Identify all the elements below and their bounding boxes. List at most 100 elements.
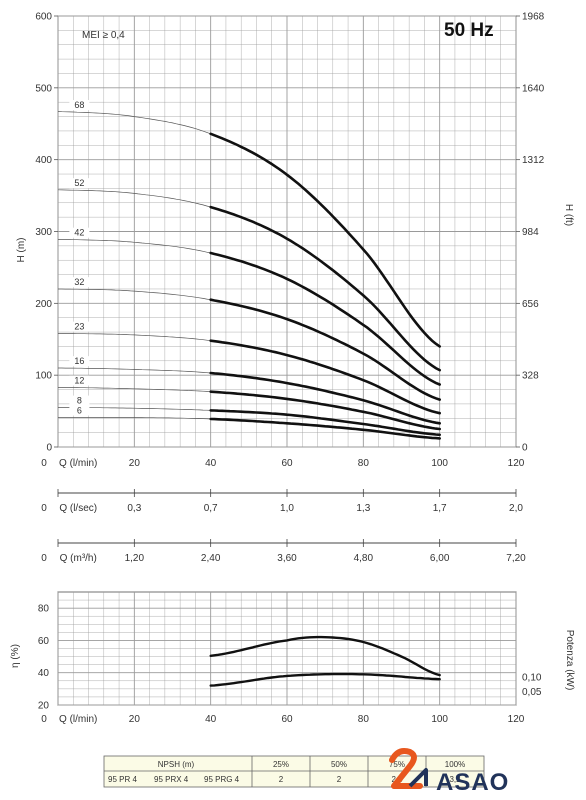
head-curve-thin-42 <box>57 239 211 254</box>
power-y-tick: 0,10 <box>522 672 542 683</box>
eff-x-tick: 100 <box>431 714 448 725</box>
npsh-col-50: 50% <box>331 760 347 769</box>
efficiency-curve <box>209 635 441 677</box>
x-tick: 80 <box>358 458 370 469</box>
head-curve-52 <box>209 205 441 372</box>
x-tick: 1,7 <box>433 503 447 514</box>
x-tick: 7,20 <box>506 553 526 564</box>
x-tick: 0 <box>41 458 47 469</box>
npsh-model-2: 95 PRX 4 <box>154 775 189 784</box>
eff-x-tick: 60 <box>281 714 293 725</box>
eff-x-tick: 40 <box>205 714 217 725</box>
flow-axes: 0 20 40 60 80 100 120 Q (l/min) 0 0,3 0,7 1,0 1,3 1,7… <box>41 458 526 564</box>
y-axis-label-right: H (ft) <box>563 204 574 226</box>
model-label-42: 42 <box>74 228 84 238</box>
model-label-bg <box>69 356 90 367</box>
head-curves <box>57 111 441 440</box>
head-chart-ticks: 0100200300400500600032865698413121640196… <box>35 12 544 454</box>
x-axis-label: Q (l/min) <box>59 458 97 469</box>
head-curve-8 <box>209 409 441 437</box>
model-label-bg <box>69 395 90 406</box>
model-label-bg <box>69 375 90 386</box>
x-tick: 1,3 <box>356 503 370 514</box>
model-label-12: 12 <box>74 376 84 386</box>
head-curve-thin-52 <box>57 189 211 208</box>
logo-mark-icon <box>389 748 428 789</box>
x-tick: 1,20 <box>125 553 145 564</box>
model-label-68: 68 <box>74 100 84 110</box>
model-label-16: 16 <box>74 356 84 366</box>
x-tick: 2,40 <box>201 553 221 564</box>
head-curve-6 <box>209 417 441 440</box>
efficiency-ticks: 20 40 60 80 0,05 0,10 0 20 40 60 80 100 120 Q (l/min) <box>38 604 542 725</box>
eff-x-tick: 120 <box>508 714 525 725</box>
x-tick: 1,0 <box>280 503 294 514</box>
x-tick: 60 <box>281 458 293 469</box>
npsh-col-75: 75% <box>389 760 405 769</box>
head-curve-23 <box>209 339 441 415</box>
eff-x-tick: 80 <box>358 714 370 725</box>
head-curve-12 <box>209 390 441 431</box>
x-tick: 6,00 <box>430 553 450 564</box>
head-curve-thin-68 <box>57 111 211 135</box>
x-tick: 0 <box>41 553 47 564</box>
model-label-bg <box>69 100 90 111</box>
model-label-52: 52 <box>74 178 84 188</box>
x-axis-label: Q (l/sec) <box>59 503 97 514</box>
y-tick-right: 984 <box>522 227 539 238</box>
model-label-bg <box>69 277 90 288</box>
npsh-value-50: 2 <box>337 775 342 784</box>
model-label-bg <box>69 227 90 238</box>
x-tick: 0,7 <box>204 503 218 514</box>
npsh-model-3: 95 PRG 4 <box>204 775 240 784</box>
power-curve <box>209 672 441 687</box>
eff-x-tick: 0 <box>41 714 47 725</box>
model-label-bg <box>69 321 90 332</box>
head-curve-42 <box>209 251 441 386</box>
npsh-col-25: 25% <box>273 760 289 769</box>
x-tick: 40 <box>205 458 217 469</box>
efficiency-curves <box>209 635 441 687</box>
eff-y-tick: 60 <box>38 636 50 647</box>
power-y-tick: 0,05 <box>522 687 542 698</box>
eff-y-tick: 20 <box>38 701 50 712</box>
head-curve-thin-6 <box>58 417 211 420</box>
head-curve-thin-23 <box>58 333 211 342</box>
model-labels: 68 52 42 32 23 16 12 86 <box>69 100 90 416</box>
y-tick-left: 200 <box>35 299 52 310</box>
y-tick-right: 1312 <box>522 155 545 166</box>
model-label-bg <box>69 178 90 189</box>
head-chart-grid <box>57 15 517 448</box>
x-tick: 3,60 <box>277 553 297 564</box>
frequency-label: 50 Hz <box>444 20 494 41</box>
y-tick-right: 1640 <box>522 83 545 94</box>
y-tick-left: 300 <box>35 227 52 238</box>
x-tick: 4,80 <box>354 553 374 564</box>
y-tick-left: 100 <box>35 371 52 382</box>
npsh-model-1: 95 PR 4 <box>108 775 137 784</box>
head-curve-thin-12 <box>58 387 211 393</box>
efficiency-grid <box>57 591 517 706</box>
head-curve-thin-16 <box>58 367 211 374</box>
eff-y-tick: 80 <box>38 604 50 615</box>
brand-name: ASAO <box>436 769 509 796</box>
y-tick-left: 0 <box>46 443 52 454</box>
x-axis-label: Q (m³/h) <box>60 553 97 564</box>
model-label-bg <box>69 405 90 416</box>
npsh-value-100: 3,2 <box>449 775 461 784</box>
y-tick-right: 328 <box>522 371 539 382</box>
y-tick-right: 1968 <box>522 12 545 23</box>
x-tick: 20 <box>129 458 141 469</box>
npsh-col-100: 100% <box>445 760 465 769</box>
head-curve-thin-32 <box>58 288 211 301</box>
y-tick-right: 0 <box>522 443 528 454</box>
head-curve-32 <box>209 298 441 401</box>
x-tick: 100 <box>431 458 448 469</box>
y-tick-left: 400 <box>35 155 52 166</box>
efficiency-axis-label: η (%) <box>10 644 21 668</box>
npsh-header: NPSH (m) <box>158 760 195 769</box>
x-tick: 2,0 <box>509 503 523 514</box>
mei-label: MEI ≥ 0,4 <box>82 30 125 41</box>
head-curve-16 <box>209 371 441 425</box>
